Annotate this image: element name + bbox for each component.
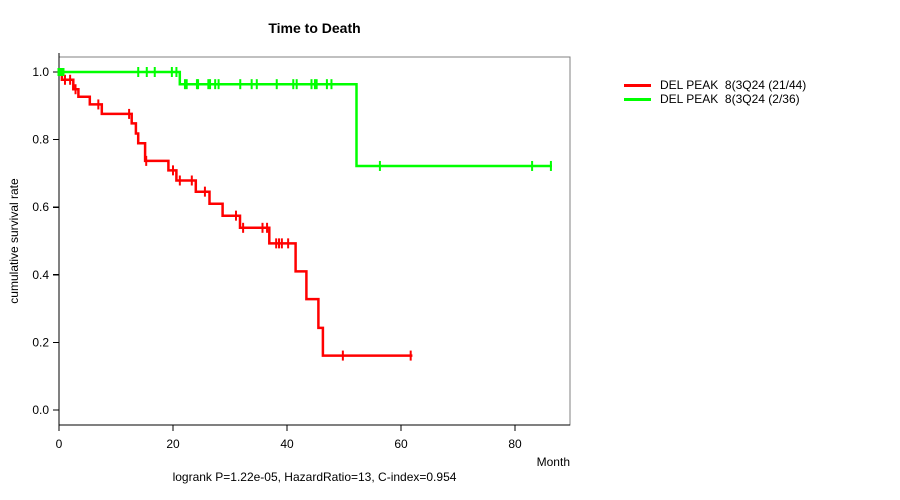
legend-label-group2: DEL PEAK 8(3Q24 (2/36) [660,92,800,106]
y-tick-label: 0.4 [32,268,49,282]
green-line-swatch [624,97,651,101]
x-tick-label: 60 [394,437,408,451]
legend-item-group1: DEL PEAK 8(3Q24 (21/44) [624,78,806,92]
green-survival-curve [59,70,552,168]
y-tick-label: 0.0 [32,403,49,417]
x-axis-label: Month [536,455,570,469]
x-tick-label: 0 [56,437,63,451]
legend-label-group1: DEL PEAK 8(3Q24 (21/44) [660,78,807,92]
stats-footnote: logrank P=1.22e-05, HazardRatio=13, C-in… [172,470,457,484]
red-line-swatch [624,83,651,87]
x-tick-label: 80 [508,437,522,451]
y-tick-label: 1.0 [32,65,49,79]
chart-title: Time to Death [268,20,361,36]
legend: DEL PEAK 8(3Q24 (21/44) DEL PEAK 8(3Q24 … [624,78,806,106]
y-tick-label: 0.2 [32,335,49,349]
y-tick-label: 0.8 [32,133,49,147]
x-tick-label: 40 [280,437,294,451]
y-tick-label: 0.6 [32,200,49,214]
x-tick-label: 20 [166,437,180,451]
green-start-marker [57,68,65,76]
legend-item-group2: DEL PEAK 8(3Q24 (2/36) [624,92,806,106]
plot-box [58,56,571,426]
